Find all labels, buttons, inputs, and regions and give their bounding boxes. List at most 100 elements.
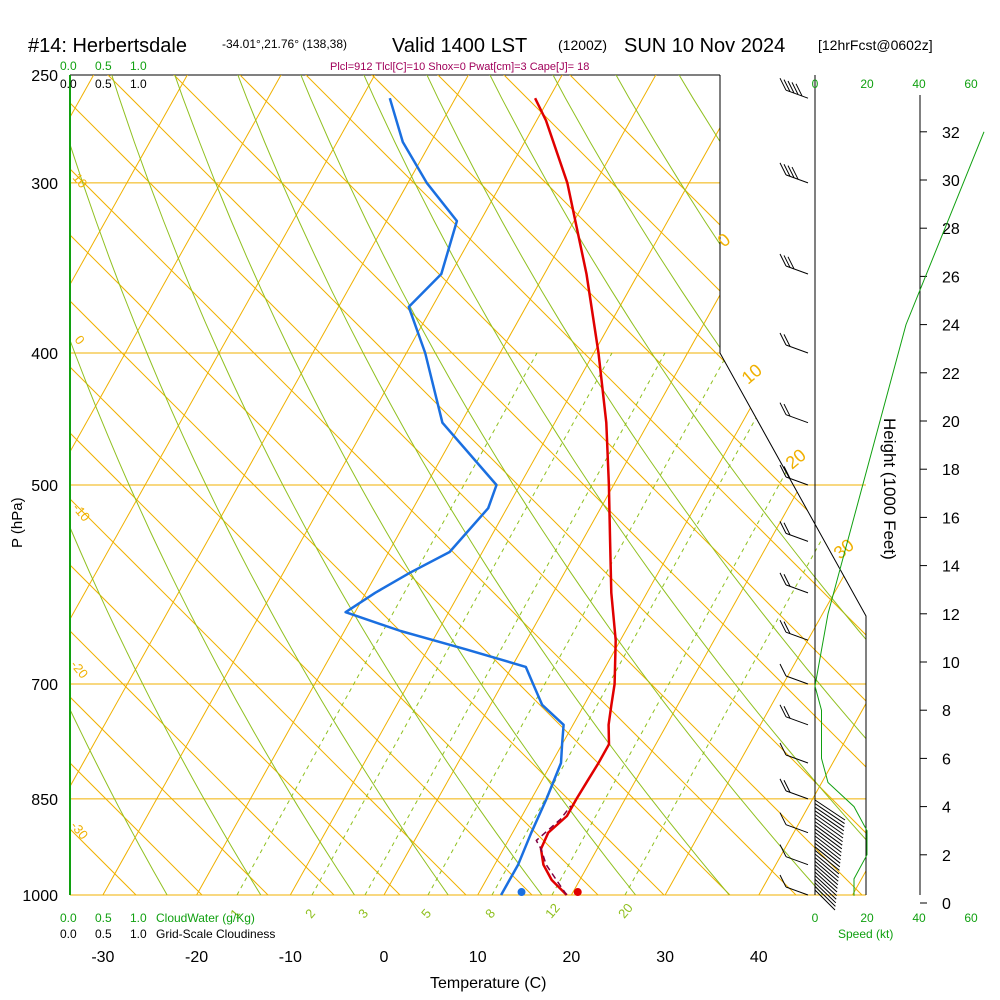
dry-adiabat xyxy=(190,75,730,895)
mixing-ratio-label: 12 xyxy=(542,900,563,921)
moist-adiabat xyxy=(0,0,4,895)
barb-staff xyxy=(785,584,809,594)
cloudwater-label: CloudWater (g/Kg) xyxy=(156,911,255,925)
temperature-ticks: -30 -20 -10 0 10 20 30 40 xyxy=(91,949,767,966)
mixing-ratio-label: 20 xyxy=(615,900,636,921)
station-title: #14: Herbertsdale xyxy=(28,35,187,57)
isotherm-label: -10 xyxy=(70,500,94,524)
cloud-hatch xyxy=(814,889,836,911)
pressure-tick-label: 250 xyxy=(31,68,58,85)
isotherm xyxy=(70,75,356,895)
moist-adiabat xyxy=(70,75,866,895)
temperature-tick-label: 30 xyxy=(656,949,674,966)
dry-adiabat xyxy=(249,75,824,895)
barb-staff xyxy=(785,886,809,896)
cloud-hatch xyxy=(814,871,838,893)
wind-barb xyxy=(779,704,809,726)
cloud-hatch xyxy=(814,817,844,839)
isotherm xyxy=(70,75,262,895)
barb-feather xyxy=(791,82,799,95)
cloud-hatch xyxy=(814,842,841,864)
isotherm xyxy=(70,75,450,895)
moist-adiabat xyxy=(70,75,599,895)
wind-barb xyxy=(779,332,809,354)
pressure-tick-label: 400 xyxy=(31,346,58,363)
speed-tick-label-top: 40 xyxy=(912,77,926,91)
mixing-ratio-label: 5 xyxy=(418,906,434,921)
isotherm-label: 0 xyxy=(714,229,735,251)
temperature-tick-label: 20 xyxy=(563,949,581,966)
moist-adiabat xyxy=(70,75,863,895)
height-tick-label: 6 xyxy=(942,751,951,768)
speed-tick-label-bottom: 20 xyxy=(860,911,874,925)
barb-feather xyxy=(783,574,791,587)
pressure-tick-label: 850 xyxy=(31,792,58,809)
temperature-tick-label: 10 xyxy=(469,949,487,966)
isotherm xyxy=(70,75,75,895)
dry-adiabat xyxy=(840,75,866,895)
wind-barb xyxy=(779,742,809,764)
cloud-scale-label: 1.0 xyxy=(130,59,147,73)
moist-adiabat xyxy=(70,75,731,895)
moist-adiabat xyxy=(70,75,797,895)
cloud-hatch xyxy=(814,813,844,835)
barb-feather xyxy=(779,742,787,756)
dewpoint-trace xyxy=(344,97,565,896)
cloud-hatch xyxy=(814,878,837,900)
barb-feather xyxy=(783,164,791,177)
moist-adiabat xyxy=(70,75,866,895)
cloud-hatch xyxy=(814,803,845,825)
moist-adiabat xyxy=(70,75,137,895)
cloud-hatch xyxy=(814,839,841,860)
height-tick-label: 32 xyxy=(942,125,960,142)
barb-feather xyxy=(779,521,787,534)
wind-barb xyxy=(779,812,809,834)
moist-adiabat xyxy=(70,75,401,895)
mixing-ratio-line xyxy=(624,352,866,895)
x-axis-label: Temperature (C) xyxy=(430,975,546,992)
barb-feather xyxy=(779,162,787,176)
wind-barb xyxy=(779,844,809,866)
cloud-hatch xyxy=(814,846,841,868)
temperature-tick-label: -20 xyxy=(185,949,208,966)
barb-staff xyxy=(785,856,809,866)
barb-feather xyxy=(783,334,791,347)
wind-barb xyxy=(779,778,809,800)
dry-adiabat xyxy=(308,75,866,895)
isotherm-label: -30 xyxy=(68,818,92,842)
height-tick-label: 4 xyxy=(942,800,951,817)
isotherm xyxy=(70,75,168,895)
barb-staff xyxy=(785,414,809,424)
wind-barb xyxy=(779,162,809,184)
mixing-ratio-label: 8 xyxy=(482,906,498,921)
cloud-scale-label: 0.0 xyxy=(60,911,77,925)
isotherm xyxy=(102,75,637,895)
barb-feather xyxy=(779,874,787,888)
height-tick-label: 30 xyxy=(942,173,960,190)
mixing-ratio-line xyxy=(427,352,729,895)
barb-staff xyxy=(785,824,809,834)
isotherms xyxy=(0,0,866,895)
dry-adiabat xyxy=(70,75,262,895)
cloud-scale-label: 1.0 xyxy=(130,911,147,925)
wind-speed-profile xyxy=(814,131,985,896)
cloud-hatch xyxy=(814,806,845,828)
valid-date: SUN 10 Nov 2024 xyxy=(624,35,785,57)
stability-indices: Plcl=912 Tlcl[C]=10 Shox=0 Pwat[cm]=3 Ca… xyxy=(330,61,589,73)
pressure-ticks: 250 300 400 500 700 850 1000 xyxy=(22,68,58,905)
moist-adiabat xyxy=(70,75,866,895)
barb-staff xyxy=(785,265,809,275)
barb-feather xyxy=(791,166,799,180)
speed-tick-label-top: 0 xyxy=(812,77,819,91)
cloud-scale-label: 0.0 xyxy=(60,59,77,73)
barb-feather xyxy=(779,812,787,825)
wind-barbs xyxy=(779,77,846,911)
barb-staff xyxy=(785,790,809,800)
forecast-info: [12hrFcst@0602z] xyxy=(818,37,933,53)
speed-tick-label-bottom: 60 xyxy=(964,911,978,925)
barb-feather xyxy=(783,706,791,719)
cloud-hatch xyxy=(814,868,838,889)
dry-adiabat xyxy=(70,75,449,895)
dry-adiabat xyxy=(486,75,866,895)
